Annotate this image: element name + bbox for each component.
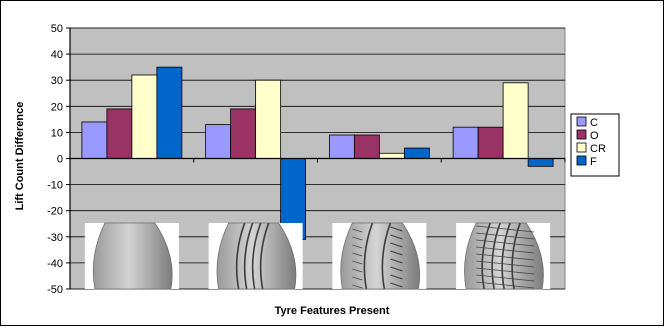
bar-cr-2 <box>255 79 282 159</box>
bar-c-3 <box>328 134 355 159</box>
bar-c-1 <box>81 121 108 159</box>
siped-tyre-tread-image <box>332 222 427 290</box>
y-tick-label: 50 <box>51 23 63 35</box>
legend-swatch-o <box>576 129 587 140</box>
bar-o-2 <box>230 108 257 159</box>
smooth-tyre-tread-image <box>84 222 179 290</box>
bar-o-4 <box>477 126 504 159</box>
legend-label-c: C <box>590 117 598 129</box>
legend-label-o: O <box>590 130 599 142</box>
bar-c-4 <box>452 126 479 159</box>
y-axis-title: Lift Count Difference <box>14 102 26 211</box>
y-tick-label: 10 <box>51 127 63 139</box>
y-tick-label: -10 <box>47 180 63 192</box>
y-tick-label: 40 <box>51 49 63 61</box>
legend-swatch-cr <box>576 142 587 153</box>
x-axis-title: Tyre Features Present <box>275 305 390 317</box>
bar-cr-4 <box>502 82 529 159</box>
legend-swatch-f <box>576 155 587 166</box>
y-tick-label: -20 <box>47 206 63 218</box>
bar-c-2 <box>205 124 232 159</box>
grooved-tyre-tread-image <box>208 222 303 290</box>
bar-f-4 <box>527 158 554 167</box>
bar-cr-1 <box>131 74 158 159</box>
bar-f-1 <box>156 66 183 159</box>
y-tick-label: -40 <box>47 258 63 270</box>
y-tick-label: 30 <box>51 75 63 87</box>
bar-f-3 <box>403 147 430 159</box>
full-pattern-tyre-tread-image <box>456 222 551 290</box>
legend-label-cr: CR <box>590 143 606 155</box>
y-tick-label: 0 <box>57 154 63 166</box>
legend-swatch-c <box>576 116 587 127</box>
legend-label-f: F <box>590 156 597 168</box>
y-tick-label: 20 <box>51 101 63 113</box>
bar-cr-3 <box>378 152 405 159</box>
y-tick-label: -50 <box>47 284 63 296</box>
y-tick-label: -30 <box>47 232 63 244</box>
bar-o-3 <box>353 134 380 159</box>
bar-o-1 <box>106 108 133 159</box>
